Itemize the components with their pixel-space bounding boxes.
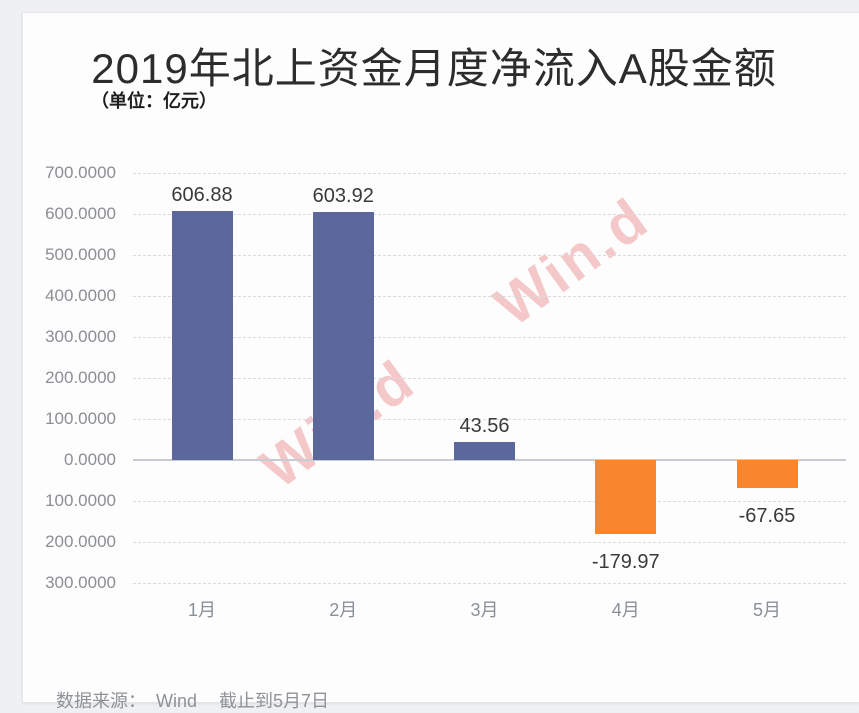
chart-source-footer: 数据来源： Wind 截止到5月7日 [56, 687, 329, 713]
chart-panel: 2019年北上资金月度净流入A股金额 （单位：亿元） 数据来源： Wind 截止到5… [22, 12, 859, 711]
source-note: 截止到5月7日 [219, 691, 330, 711]
source-value: Wind [156, 691, 198, 711]
chart-title: 2019年北上资金月度净流入A股金额 [91, 45, 777, 92]
source-label: 数据来源： [56, 691, 146, 711]
chart-unit-subtitle: （单位：亿元） [91, 91, 217, 111]
